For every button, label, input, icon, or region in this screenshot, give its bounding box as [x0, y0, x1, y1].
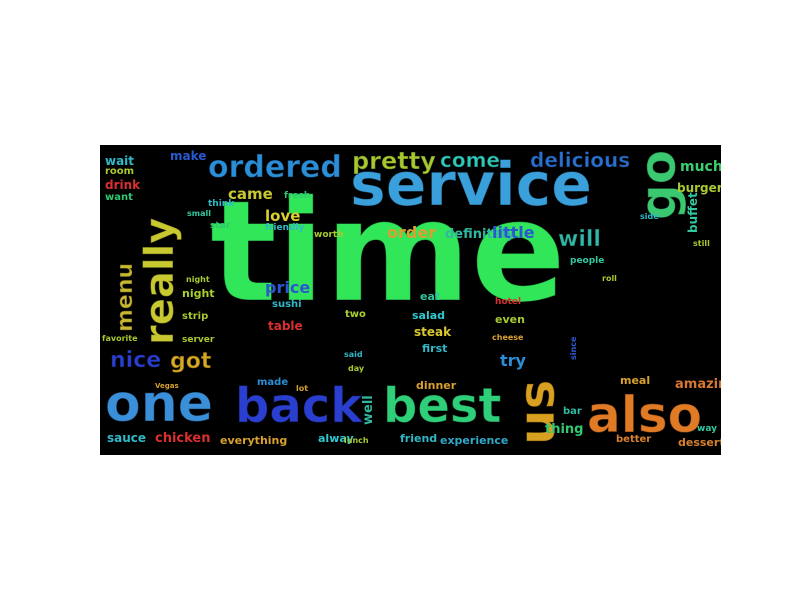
word-eat: eat [420, 290, 441, 303]
word-ordered: ordered [208, 150, 343, 185]
word-definitely: definitely [445, 227, 515, 242]
word-alway: alway [318, 432, 354, 445]
word-best: best [382, 378, 502, 434]
word-made: made [257, 377, 289, 388]
word-dessert: dessert [678, 436, 721, 449]
word-order: order [387, 223, 437, 242]
word-try: try [500, 351, 526, 370]
word-small: small [187, 209, 211, 218]
word-service: service [350, 150, 593, 220]
word-go: go [629, 149, 688, 220]
word-drink: drink [105, 178, 141, 192]
word-amazing: amazing [675, 377, 721, 392]
word-little: little [492, 223, 535, 242]
word-sauce: sauce [107, 431, 147, 445]
word-hotel: hotel [495, 297, 522, 307]
word-even: even [495, 313, 525, 326]
word-lunch: lunch [344, 436, 369, 445]
word-day: day [348, 364, 365, 373]
word-thing: thing [545, 422, 584, 437]
word-still: still [693, 239, 710, 248]
word-said: said [344, 350, 363, 359]
word-got: got [169, 349, 212, 374]
word-roll: roll [602, 274, 617, 283]
word-one: one [104, 374, 214, 434]
word-think: think [208, 199, 235, 209]
word-burger: burger [677, 181, 721, 195]
word-well: well [361, 395, 376, 425]
word-chicken: chicken [155, 431, 211, 446]
word-back: back [234, 378, 363, 434]
word-also: also [587, 386, 703, 444]
word-favorite: favorite [102, 334, 138, 343]
word-came: came [228, 185, 273, 203]
word-time: time [210, 171, 567, 334]
word-fresh: fresh [284, 191, 311, 201]
word-will: will [558, 227, 602, 252]
word-cheese: cheese [492, 333, 524, 342]
word-dinner: dinner [416, 379, 457, 392]
word-better: better [616, 434, 652, 445]
word-worth: worth [314, 230, 344, 240]
word-table: table [268, 319, 303, 333]
word-star: star [210, 221, 231, 231]
word-pretty: pretty [352, 147, 437, 175]
word-menu: menu [113, 262, 139, 332]
word-first: first [422, 342, 448, 355]
word-way: way [697, 424, 717, 434]
word-everything: everything [220, 434, 288, 447]
word-nice: nice [109, 348, 162, 373]
word-side: side [640, 212, 659, 221]
word-make: make [170, 149, 207, 163]
word-since: since [569, 336, 578, 360]
word-delicious: delicious [529, 148, 631, 172]
word-steak: steak [414, 325, 452, 339]
word-friend: friend [400, 432, 438, 445]
word-much: much [680, 159, 721, 175]
word-really: really [137, 217, 184, 345]
word-people: people [570, 256, 605, 266]
word-lot: lot [296, 384, 309, 393]
word-friendly: friendly [265, 223, 305, 233]
word-bar: bar [563, 406, 582, 417]
word-night: night [186, 275, 210, 284]
word-server: server [182, 335, 215, 345]
word-cloud: time service one back best also us go really orde… [100, 145, 721, 455]
word-strip: strip [182, 311, 209, 322]
word-buffet: buffet [686, 192, 700, 233]
word-come: come [440, 148, 501, 172]
word-night: night [182, 287, 215, 300]
word-meal: meal [620, 374, 651, 387]
word-love: love [265, 207, 301, 225]
word-sushi: sushi [272, 299, 302, 310]
word-price: price [265, 278, 311, 297]
word-salad: salad [412, 309, 446, 322]
word-wait: wait [105, 154, 135, 168]
word-room: room [105, 166, 135, 177]
word-vegas: Vegas [155, 382, 179, 390]
word-want: want [105, 192, 133, 203]
word-two: two [345, 309, 366, 320]
word-experience: experience [440, 434, 509, 447]
